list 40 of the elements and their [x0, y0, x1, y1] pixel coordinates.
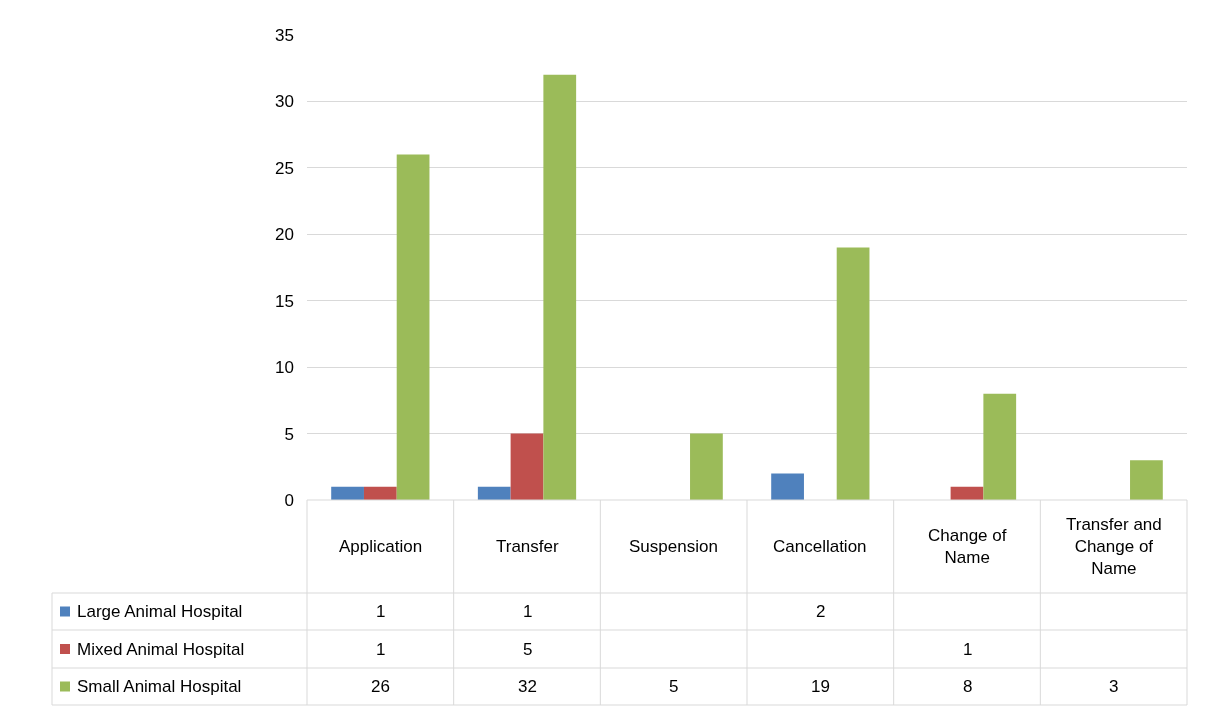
data-label: 1	[963, 640, 973, 659]
legend-label: Small Animal Hospital	[77, 677, 242, 696]
data-label: 5	[669, 677, 679, 696]
y-tick-label: 0	[284, 490, 294, 510]
bar	[836, 247, 870, 500]
bar	[477, 486, 511, 500]
y-tick-label: 30	[275, 92, 294, 112]
legend-label: Large Animal Hospital	[77, 602, 243, 621]
y-tick-label: 5	[284, 424, 294, 444]
bar	[690, 433, 723, 500]
bar	[771, 473, 804, 500]
bar	[510, 433, 544, 500]
bar	[396, 154, 430, 500]
bar	[331, 486, 364, 500]
bar	[1130, 460, 1163, 500]
y-tick-label: 20	[275, 225, 294, 245]
y-tick-label: 15	[275, 291, 294, 311]
data-label: 8	[963, 677, 973, 696]
data-label: 26	[371, 677, 390, 696]
y-tick-label: 35	[275, 25, 294, 45]
x-tick-label: Application	[339, 537, 423, 556]
data-label: 3	[1109, 677, 1119, 696]
bar	[363, 486, 397, 500]
x-tick-label: Cancellation	[773, 537, 867, 556]
data-label: 2	[816, 602, 826, 621]
x-tick-label: Change of Name	[928, 526, 1007, 568]
legend-label: Mixed Animal Hospital	[77, 640, 245, 659]
data-label: 32	[518, 677, 537, 696]
data-label: 1	[376, 602, 386, 621]
data-label: 5	[523, 640, 533, 659]
data-label: 1	[523, 602, 533, 621]
y-tick-label: 25	[275, 158, 294, 178]
data-label: 19	[811, 677, 830, 696]
data-label: 1	[376, 640, 386, 659]
bar	[543, 74, 577, 500]
bar	[983, 393, 1017, 500]
y-tick-label: 10	[275, 358, 294, 378]
x-tick-label: Transfer and Change of Name	[1066, 515, 1162, 579]
x-tick-label: Suspension	[629, 537, 718, 556]
x-tick-label: Transfer	[496, 537, 559, 556]
